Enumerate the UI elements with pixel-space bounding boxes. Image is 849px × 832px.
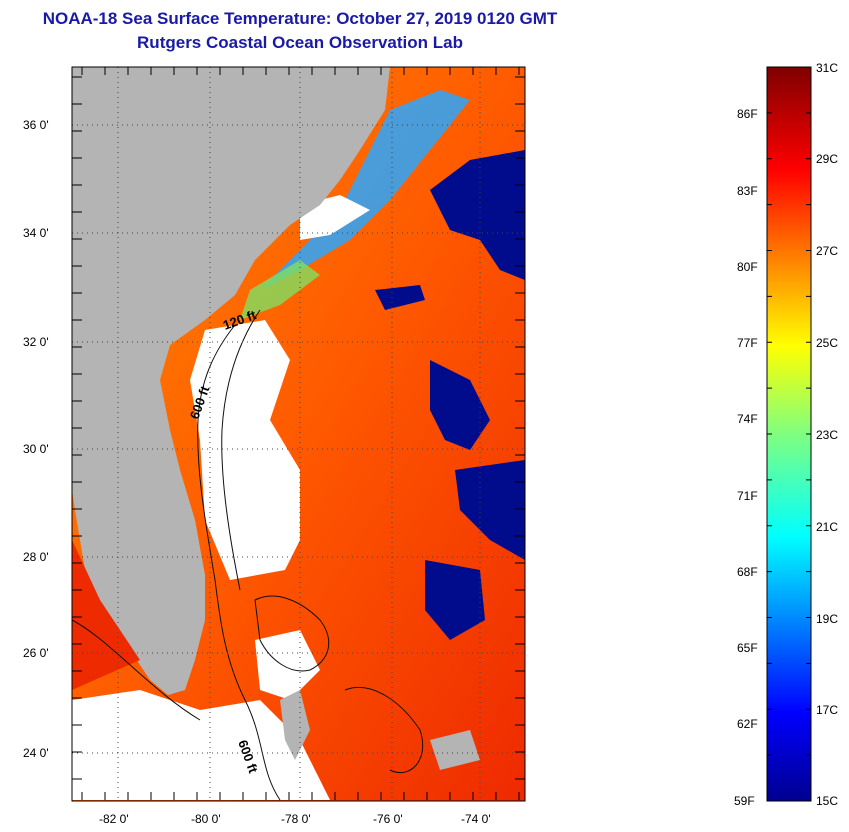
lon-label: -80 0' — [191, 812, 221, 826]
cold-water-east — [430, 360, 490, 450]
lat-label: 30 0' — [23, 442, 49, 456]
fahrenheit-label: 71F — [737, 489, 758, 503]
celsius-label: 15C — [816, 794, 839, 808]
lon-label: -82 0' — [99, 812, 129, 826]
land-andros — [280, 690, 310, 760]
isobath-line — [344, 686, 424, 774]
cold-water-east2 — [455, 460, 525, 560]
isobath-line — [254, 595, 330, 672]
celsius-label: 25C — [816, 336, 839, 350]
frame-ticks — [72, 67, 525, 800]
map-frame — [71, 66, 526, 802]
lat-label: 28 0' — [23, 550, 49, 564]
cloud-mask-bahamas — [255, 630, 320, 700]
fahrenheit-label: 77F — [737, 336, 758, 350]
lat-label: 32 0' — [23, 335, 49, 349]
isobath-line — [71, 619, 201, 721]
celsius-label: 17C — [816, 703, 839, 717]
celsius-label: 27C — [816, 244, 839, 258]
lat-label: 26 0' — [23, 646, 49, 660]
cold-water-patch — [375, 285, 425, 310]
cloud-mask-south — [72, 690, 330, 800]
fahrenheit-label: 80F — [737, 260, 758, 274]
colorbar-ticks — [767, 66, 811, 802]
fahrenheit-label: 86F — [737, 107, 758, 121]
celsius-label: 31C — [816, 61, 839, 75]
fahrenheit-label: 59F — [734, 794, 755, 808]
lon-label: -78 0' — [281, 812, 311, 826]
page-title: NOAA-18 Sea Surface Temperature: October… — [42, 9, 558, 28]
fahrenheit-label: 83F — [737, 184, 758, 198]
lat-label: 36 0' — [23, 118, 49, 132]
lat-label: 34 0' — [23, 226, 49, 240]
cold-water-southeast — [425, 560, 485, 640]
cloud-mask-central — [190, 320, 300, 580]
lat-label: 24 0' — [23, 746, 49, 760]
celsius-label: 21C — [816, 520, 839, 534]
fahrenheit-label: 74F — [737, 412, 758, 426]
fahrenheit-label: 68F — [737, 565, 758, 579]
page-subtitle: Rutgers Coastal Ocean Observation Lab — [137, 33, 463, 52]
cold-water-northeast — [430, 150, 525, 280]
graticule — [72, 67, 525, 800]
celsius-label: 19C — [816, 612, 839, 626]
fahrenheit-label: 65F — [737, 641, 758, 655]
isobath-line — [197, 324, 281, 801]
colorbar-gradient — [766, 66, 812, 802]
fahrenheit-label: 62F — [737, 717, 758, 731]
shelf-water — [260, 90, 470, 290]
celsius-label: 23C — [816, 428, 839, 442]
shelf-water-green — [240, 260, 320, 320]
celsius-label: 29C — [816, 152, 839, 166]
land-us-southeast — [72, 67, 390, 695]
lon-label: -76 0' — [373, 812, 403, 826]
lon-label: -74 0' — [461, 812, 491, 826]
land-cuba-edge — [430, 730, 480, 770]
